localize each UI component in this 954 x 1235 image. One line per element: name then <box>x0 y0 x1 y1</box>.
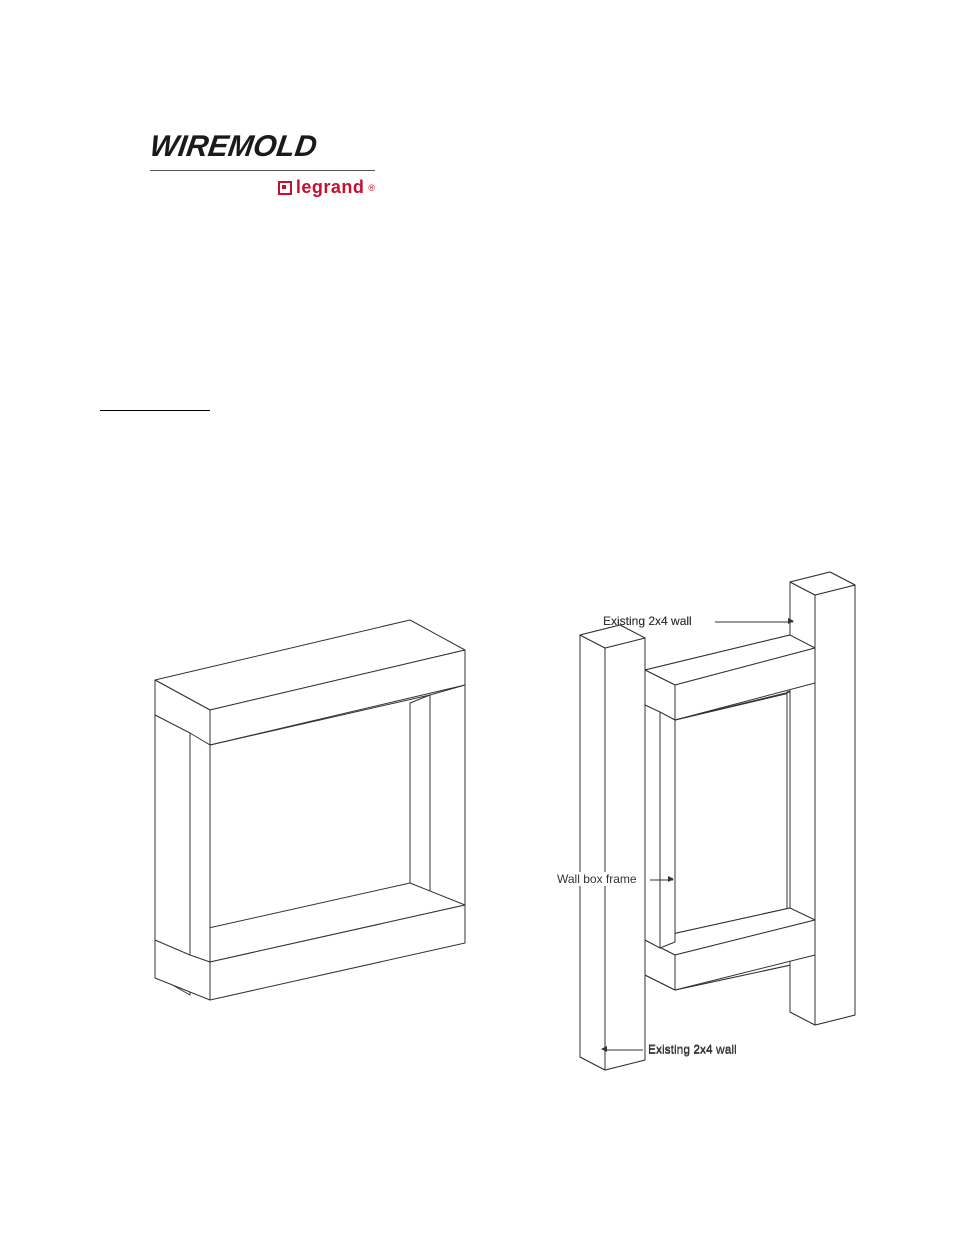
underline-rule <box>100 410 210 411</box>
logo-divider <box>150 170 375 171</box>
arrowhead-icon <box>601 1046 607 1052</box>
label-existing-wall-top: Existing 2x4 wall <box>603 614 692 628</box>
arrowhead-icon <box>788 618 794 624</box>
left-diagram <box>110 600 490 1030</box>
label-existing-wall-bottom: Existing 2x4 wall <box>648 1042 737 1056</box>
brand-primary: WIREMOLD <box>148 130 393 164</box>
legrand-square-icon <box>278 181 292 195</box>
registered-mark: ® <box>368 183 375 193</box>
page-root: WIREMOLD legrand® <box>0 0 954 1235</box>
right-diagram: Existing 2x4 wall Existing 2x4 wall Exis… <box>555 570 895 1130</box>
arrowhead-icon <box>668 876 674 882</box>
logo-block: WIREMOLD legrand® <box>150 130 390 198</box>
brand-secondary: legrand <box>296 177 365 198</box>
brand-secondary-row: legrand® <box>150 177 375 198</box>
label-wall-box-frame: Wall box frame <box>555 872 650 886</box>
